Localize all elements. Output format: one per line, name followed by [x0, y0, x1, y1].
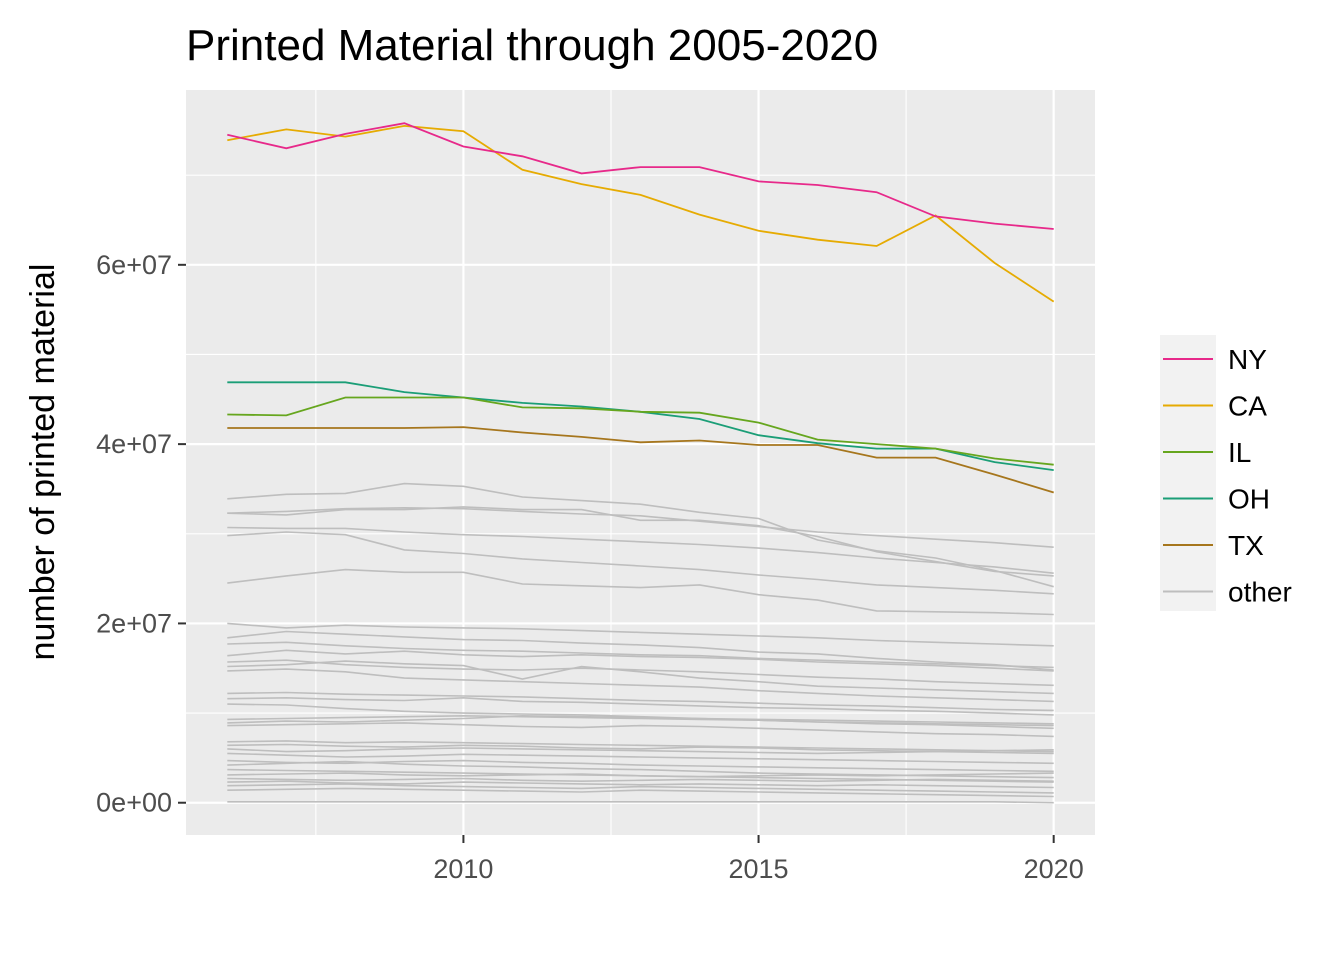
series-line-other [227, 696, 1054, 716]
series-line-other [227, 714, 1054, 725]
series-line-other [227, 622, 1054, 647]
series-line-other [227, 783, 1054, 794]
x-tick-label: 2015 [729, 854, 789, 884]
legend: NY CA IL OH TX other [1160, 335, 1292, 611]
series-line-other [227, 722, 1054, 738]
y-axis: 0e+00 2e+07 4e+07 6e+07 [96, 250, 186, 818]
series-line-il [227, 396, 1054, 466]
series-line-other [227, 482, 1054, 588]
legend-key-background [1160, 335, 1216, 611]
legend-label-ny: NY [1228, 344, 1267, 375]
series-line-other [227, 777, 1054, 783]
legend-label-ca: CA [1228, 391, 1267, 422]
legend-label-il: IL [1228, 437, 1251, 468]
series-line-other [227, 649, 1054, 672]
legend-label-oh: OH [1228, 484, 1270, 515]
plot-panel [186, 90, 1095, 835]
other-series-lines [227, 482, 1054, 804]
y-axis-title: number of printed material [24, 264, 62, 661]
series-line-other [227, 714, 1054, 727]
x-tick-label: 2010 [433, 854, 493, 884]
series-line-other [227, 703, 1054, 730]
y-tick-label: 0e+00 [96, 788, 172, 818]
chart-title: Printed Material through 2005-2020 [186, 21, 878, 70]
series-line-ca [227, 124, 1055, 303]
x-axis: 2010 2015 2020 [433, 835, 1084, 884]
series-line-other [227, 780, 1054, 789]
series-line-other [227, 641, 1054, 669]
series-line-other [227, 772, 1054, 778]
series-line-other [227, 659, 1054, 687]
series-line-other [227, 747, 1054, 755]
series-line-other [227, 630, 1054, 671]
series-line-other [227, 506, 1054, 548]
y-tick-label: 2e+07 [96, 608, 172, 638]
series-line-other [227, 526, 1054, 574]
series-line-other [227, 787, 1054, 798]
x-tick-label: 2020 [1024, 854, 1084, 884]
series-line-other [227, 800, 1054, 804]
series-line-other [227, 531, 1054, 595]
highlighted-series-lines [227, 122, 1055, 494]
series-line-other [227, 668, 1054, 703]
series-line-other [227, 660, 1054, 695]
series-line-other [227, 506, 1054, 577]
series-line-other [227, 691, 1054, 712]
series-line-ny [227, 122, 1054, 230]
series-line-other [227, 740, 1054, 753]
series-line-other [227, 568, 1054, 616]
y-tick-label: 4e+07 [96, 429, 172, 459]
series-line-other [227, 752, 1054, 765]
y-tick-label: 6e+07 [96, 250, 172, 280]
series-line-tx [227, 426, 1054, 494]
legend-label-tx: TX [1228, 530, 1264, 561]
legend-label-other: other [1228, 577, 1292, 608]
